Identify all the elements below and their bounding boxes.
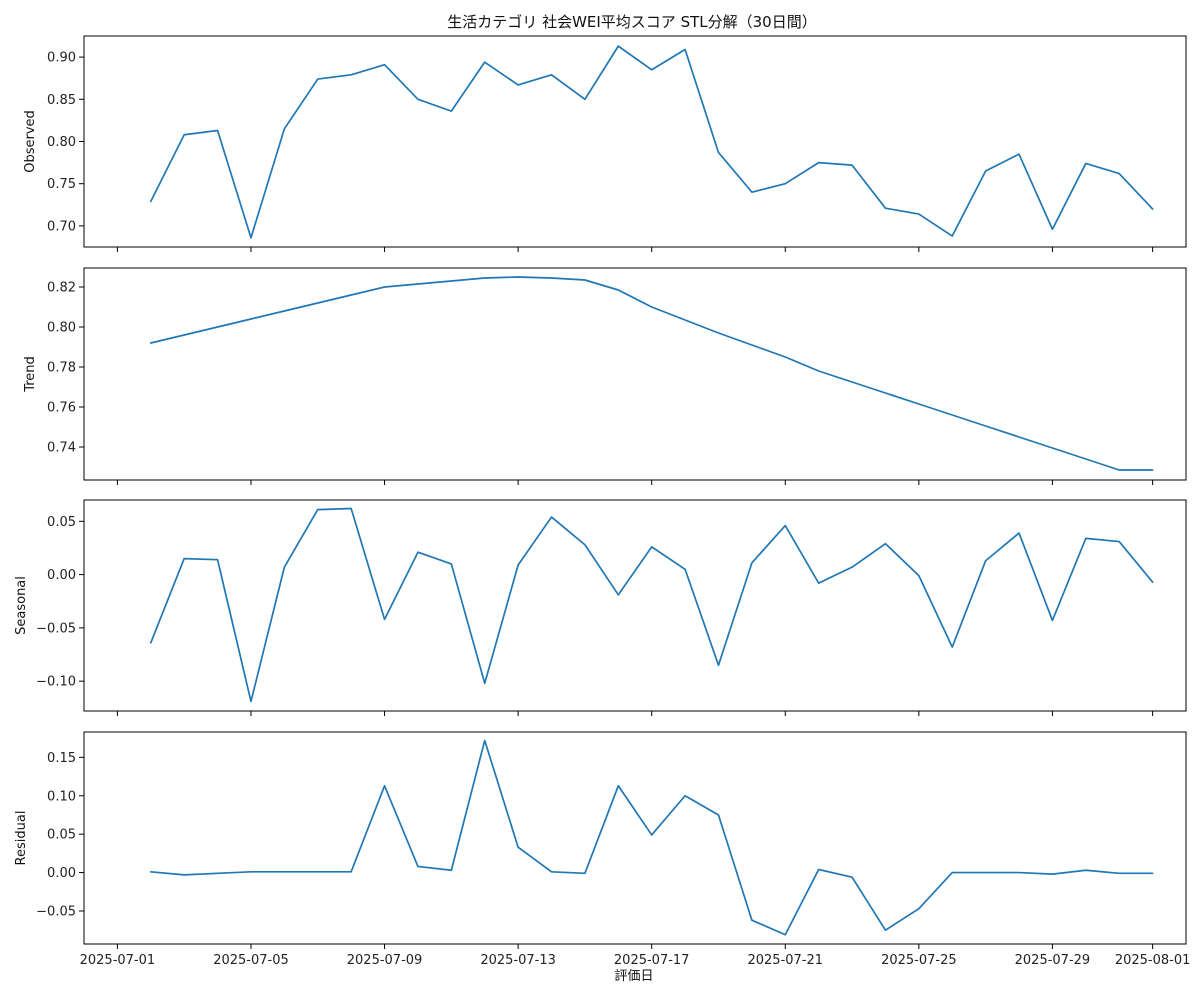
observed-series-line [149,45,1154,239]
seasonal-series-line [149,507,1154,703]
seasonal-panel: −0.10 −0.05 0.00 0.05 Seasonal [14,499,1187,716]
trend-y-tick-label: 0.76 [47,401,76,416]
seasonal-y-tick-label: 0.05 [47,515,76,530]
x-tick-label: 2025-07-01 [80,953,156,968]
trend-y-axis-label: Trend [23,356,38,393]
observed-y-tick-label: 0.90 [47,51,76,66]
x-tick-label: 2025-08-01 [1115,953,1191,968]
trend-panel: 0.74 0.76 0.78 0.80 0.82 Trend [23,267,1187,485]
x-tick-label: 2025-07-29 [1015,953,1091,968]
trend-axes-frame [83,267,1187,481]
observed-y-tick-label: 0.70 [47,219,76,234]
residual-y-tick-label: 0.15 [47,751,76,766]
residual-y-tick-label: −0.05 [36,904,76,919]
trend-y-tick-label: 0.78 [47,361,76,376]
seasonal-y-axis-label: Seasonal [14,576,29,635]
x-tick-label: 2025-07-25 [881,953,957,968]
seasonal-y-tick-label: −0.05 [36,621,76,636]
observed-axes-frame [83,35,1187,248]
trend-y-tick-label: 0.82 [47,281,76,296]
seasonal-y-tick-label: −0.10 [36,675,76,690]
x-tick-label: 2025-07-05 [213,953,289,968]
observed-y-tick-label: 0.80 [47,135,76,150]
observed-panel: 0.70 0.75 0.80 0.85 0.90 Observed [23,35,1187,252]
residual-series-line [149,739,1154,936]
residual-axes-frame [83,731,1187,945]
chart-panels: 0.70 0.75 0.80 0.85 0.90 Observed 0.74 0.76 0.78… [14,35,1191,968]
observed-y-tick-label: 0.85 [47,93,76,108]
residual-y-tick-label: 0.05 [47,828,76,843]
x-tick-label: 2025-07-17 [614,953,690,968]
x-tick-label: 2025-07-21 [747,953,823,968]
residual-panel: −0.05 0.00 0.05 0.10 0.15 2025-07-01 2025-07-0… [14,731,1191,968]
trend-series-line [149,276,1154,471]
residual-y-tick-label: 0.10 [47,789,76,804]
trend-y-tick-label: 0.80 [47,321,76,336]
trend-y-tick-label: 0.74 [47,441,76,456]
seasonal-axes-frame [83,499,1187,712]
x-tick-label: 2025-07-13 [480,953,556,968]
observed-y-axis-label: Observed [23,110,38,173]
x-tick-label: 2025-07-09 [347,953,423,968]
x-axis-label: 評価日 [614,969,653,984]
observed-y-tick-label: 0.75 [47,177,76,192]
residual-y-tick-label: 0.00 [47,866,76,881]
chart-title: 生活カテゴリ 社会WEI平均スコア STL分解（30日間） [447,13,816,31]
seasonal-y-tick-label: 0.00 [47,568,76,583]
residual-y-axis-label: Residual [14,811,29,866]
